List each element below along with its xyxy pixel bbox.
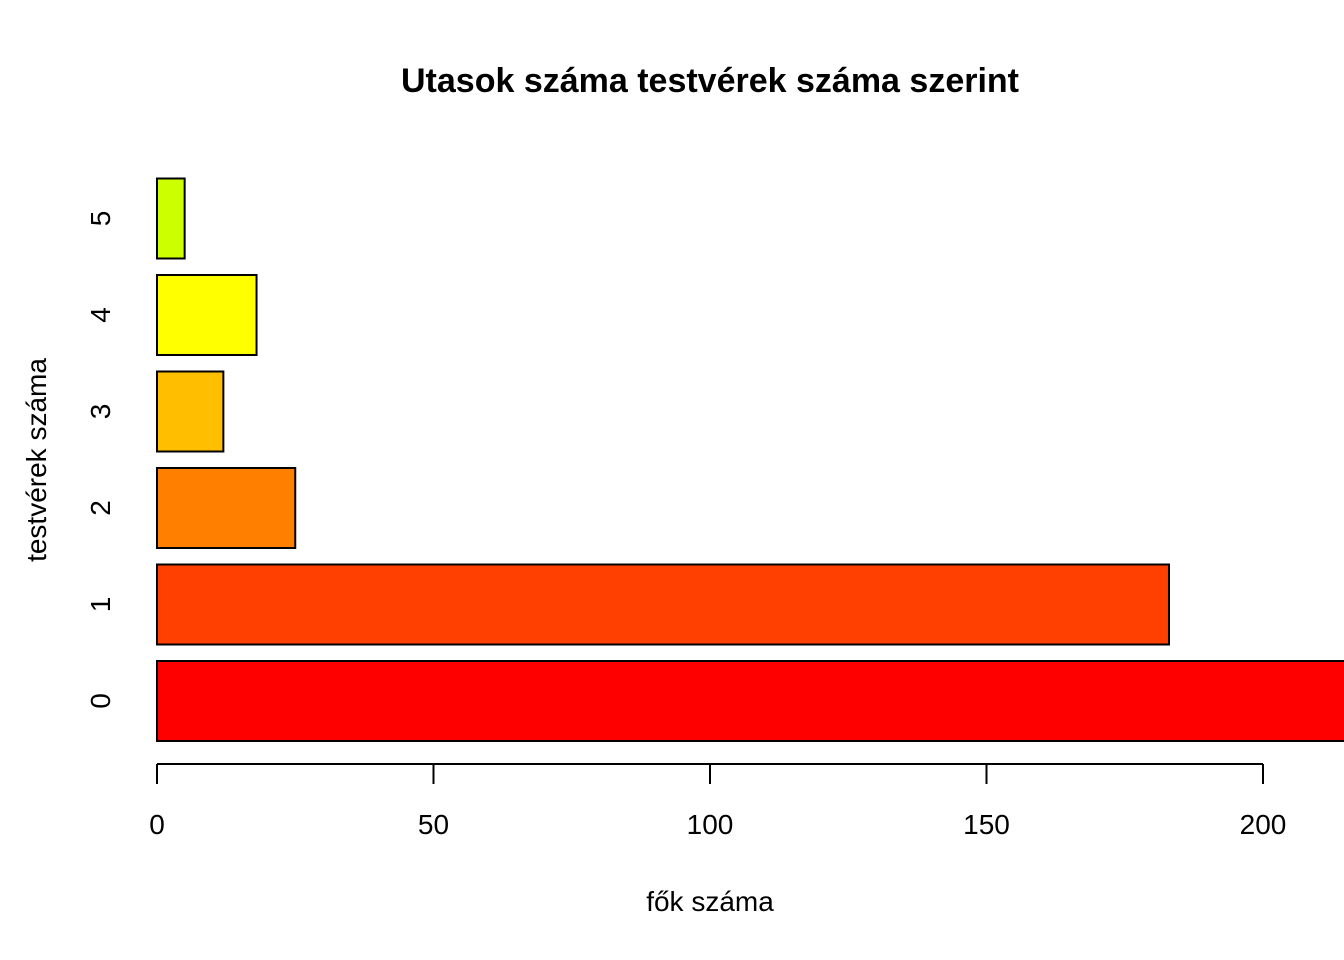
chart-title: Utasok száma testvérek száma szerint [401, 62, 1019, 100]
bar-1 [156, 563, 1170, 646]
bar-0 [156, 660, 1344, 742]
bar-5 [156, 177, 186, 260]
y-tick-label-2: 2 [85, 500, 116, 516]
x-axis: 0 50 100 150 200 [149, 763, 1287, 840]
x-tick-label-0: 0 [149, 809, 165, 840]
y-tick-label-3: 3 [85, 404, 116, 420]
x-tick-label-200: 200 [1240, 809, 1287, 840]
y-tick-label-1: 1 [85, 597, 116, 613]
x-tick-label-50: 50 [418, 809, 449, 840]
y-axis-label: testvérek száma [21, 358, 52, 562]
bars-group [156, 177, 1344, 742]
x-tick-label-100: 100 [687, 809, 734, 840]
x-tick-label-150: 150 [963, 809, 1010, 840]
y-tick-label-4: 4 [85, 307, 116, 323]
bar-4 [156, 274, 258, 356]
bar-2 [156, 467, 297, 549]
y-tick-label-5: 5 [85, 211, 116, 227]
y-tick-label-0: 0 [85, 693, 116, 709]
y-tick-labels: 0 1 2 3 4 5 [85, 211, 116, 709]
bar-3 [156, 370, 225, 453]
x-axis-label: fők száma [646, 886, 774, 917]
